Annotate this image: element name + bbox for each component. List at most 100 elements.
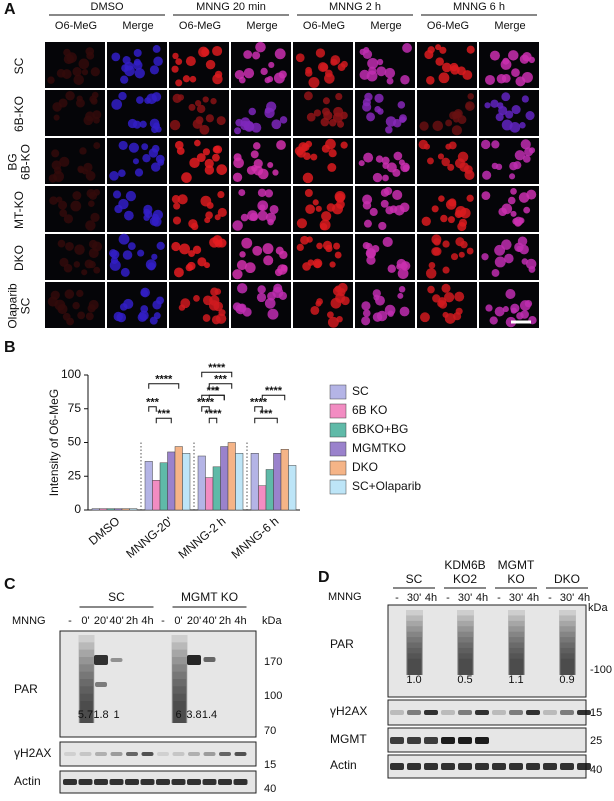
band [203,752,216,756]
smear [171,642,188,723]
nucleus [447,216,455,224]
nucleus [303,152,311,161]
nucleus [328,149,337,158]
legend-label: 6B KO [352,403,387,417]
band [526,763,540,770]
band [110,752,123,756]
bar [114,508,123,511]
nucleus [510,188,517,195]
nucleus [378,221,387,231]
legend-label: 6BKO+BG [352,422,408,436]
band [560,763,574,770]
nucleus [212,45,223,57]
significance-bracket [254,417,278,424]
smear [560,658,575,675]
nucleus [326,311,334,319]
nucleus [216,164,228,175]
quantification: 0.5 [457,674,472,686]
lane-label: - [497,592,501,604]
nucleus [47,76,55,84]
nucleus [457,222,467,232]
x-tick-label: DMSO [86,514,123,548]
nucleus [113,311,123,322]
nucleus [340,111,348,120]
nucleus [175,58,183,66]
smear [172,664,187,723]
nucleus [502,57,510,65]
band [188,752,200,756]
nucleus [489,50,500,61]
nucleus [75,98,85,108]
nucleus [93,266,101,274]
band [94,779,108,785]
blot-label: Actin [330,758,357,772]
blot [387,604,587,698]
nucleus [278,70,287,79]
nucleus [179,243,191,255]
nucleus [57,239,66,248]
nucleus [450,253,459,261]
x-tick-label: MNNG-2 h [176,514,229,562]
nucleus [204,165,215,175]
nucleus [79,147,87,155]
nucleus [421,216,431,226]
nucleus [50,290,60,300]
nucleus [56,196,63,203]
band [219,752,231,756]
nucleus [481,191,491,201]
nucleus [448,141,457,150]
nucleus [202,96,209,103]
nucleus [237,283,248,294]
lane-label: 20' [94,615,108,627]
nucleus [188,250,195,257]
nucleus [305,140,313,148]
smear [172,671,187,723]
smear [79,664,94,723]
column-group-label: MNNG 2 h [329,1,381,13]
band [577,710,591,715]
quantification: 1.8 [93,709,108,721]
nucleus [148,148,159,158]
nucleus [362,98,371,107]
nucleus [526,189,537,200]
group-label: KDM6B [444,558,485,572]
nucleus [156,241,165,251]
nucleus [214,70,223,79]
nucleus [437,153,445,160]
nucleus [258,168,269,180]
nucleus [525,110,535,121]
row-label: 6B-KO [19,144,33,180]
nucleus [58,98,68,108]
quantification: 1.1 [508,674,523,686]
nucleus [385,206,394,215]
nucleus [522,155,531,163]
nucleus [453,312,462,321]
nucleus [233,153,242,162]
nucleus [525,258,537,270]
nucleus [441,62,452,73]
nucleus [445,119,453,127]
y-tick-label: 25 [68,468,82,482]
nucleus [484,102,491,109]
band [187,655,201,665]
nucleus [74,244,85,255]
nucleus [112,190,122,199]
nucleus [361,316,371,326]
mw-marker: 70 [264,725,276,737]
quantification: 5.7 [78,709,93,721]
nucleus [501,73,511,83]
bar [227,442,236,511]
nucleus [133,48,142,57]
nucleus [123,210,134,221]
nucleus [315,48,326,58]
nucleus [392,189,403,201]
nucleus [257,188,267,197]
smear [458,642,473,675]
nucleus [426,157,434,165]
smear [172,679,187,723]
nucleus [257,285,266,294]
nucleus [169,119,181,131]
nucleus [109,249,118,258]
nucleus [217,207,227,218]
nucleus [435,44,442,51]
